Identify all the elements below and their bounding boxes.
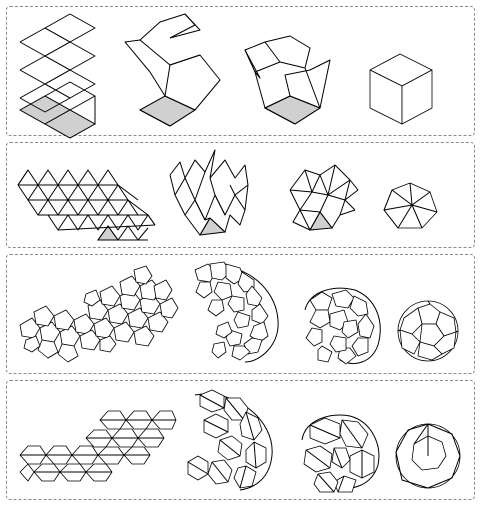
icosahedron-net-partially-folded bbox=[169, 149, 249, 236]
geodesic-folded bbox=[395, 423, 461, 489]
icosahedron-net-nearly-folded bbox=[289, 164, 359, 231]
cube-net-flat bbox=[18, 13, 97, 139]
polyhedron-net-partially-folded bbox=[194, 261, 279, 363]
cube-net-nearly-folded bbox=[244, 35, 331, 125]
geodesic-net-flat bbox=[19, 410, 177, 482]
cube-net-partially-folded bbox=[124, 13, 221, 127]
geodesic-net-nearly-folded bbox=[301, 414, 380, 493]
cube-folded bbox=[369, 53, 433, 125]
polyhedron-folded bbox=[397, 300, 459, 362]
icosahedron-folded bbox=[383, 182, 438, 229]
polyhedron-net-nearly-folded bbox=[304, 287, 381, 365]
icosahedron-net-flat bbox=[17, 169, 156, 241]
polyhedron-net-flat bbox=[19, 265, 179, 363]
geodesic-net-partially-folded bbox=[187, 389, 273, 491]
